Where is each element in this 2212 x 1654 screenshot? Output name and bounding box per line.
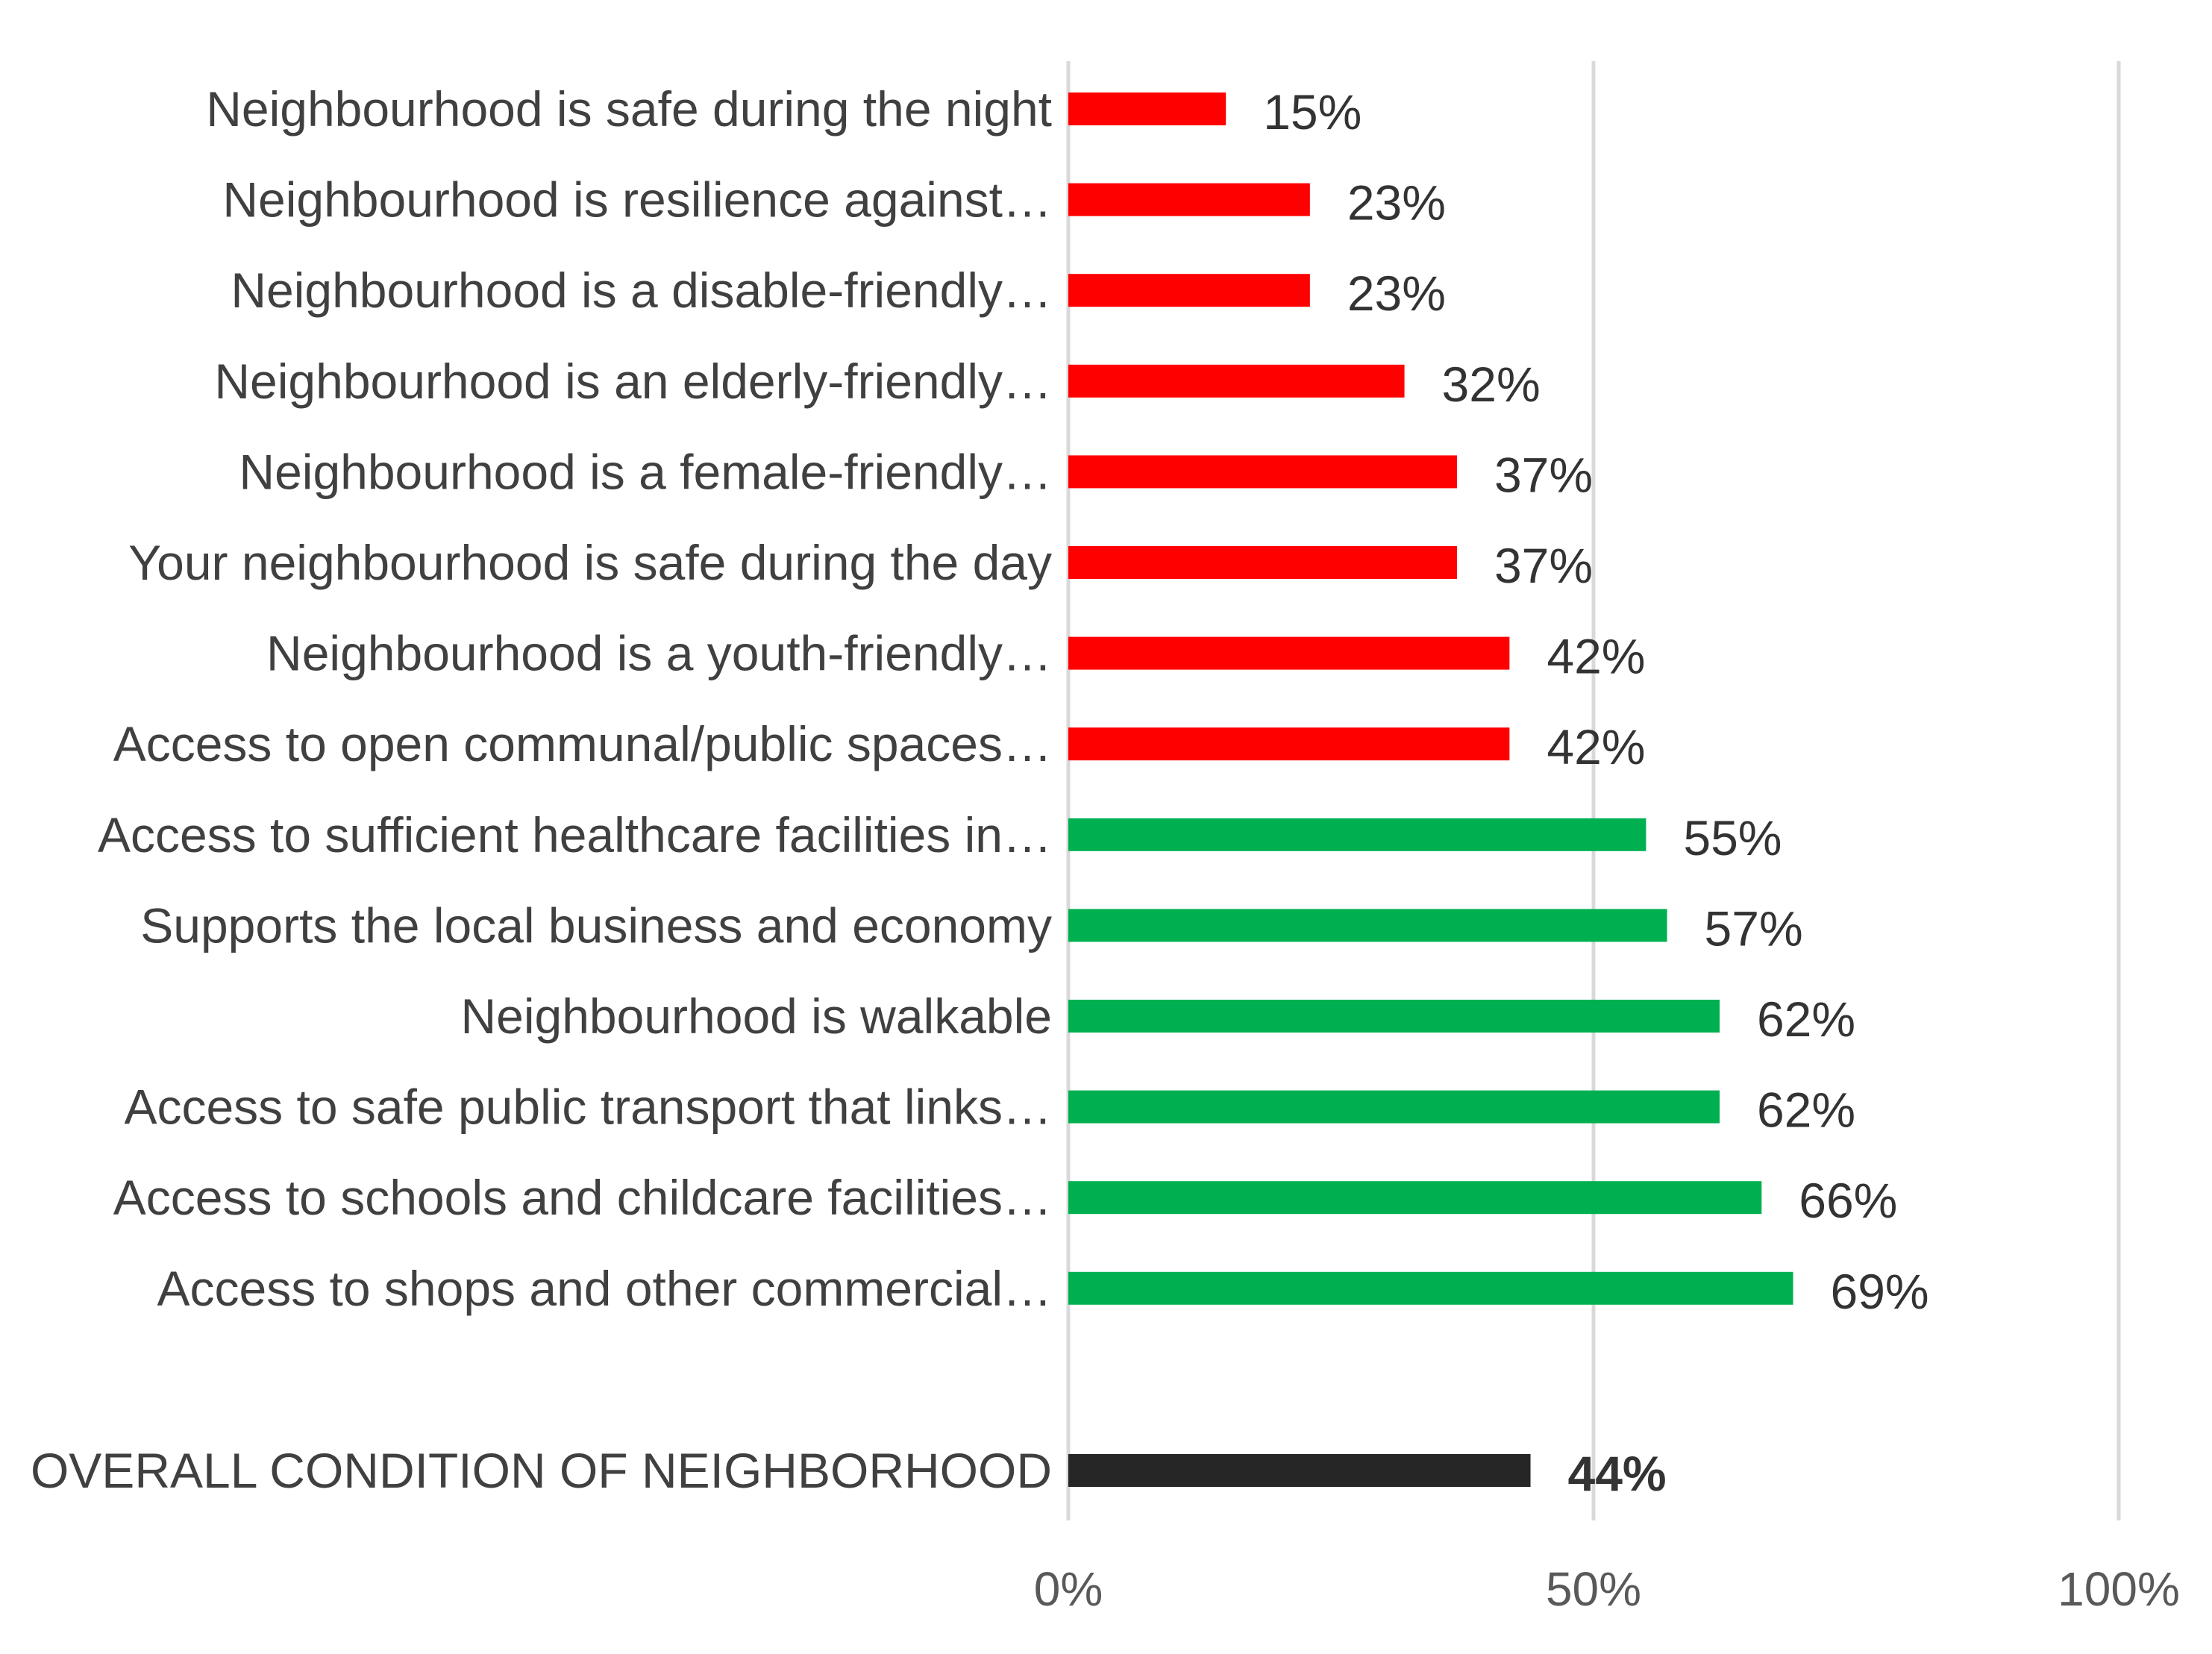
value-label: 66% bbox=[1799, 1173, 1897, 1228]
value-label: 23% bbox=[1347, 175, 1446, 231]
bar bbox=[1068, 1271, 1793, 1305]
bar bbox=[1068, 1454, 1531, 1487]
category-label: Supports the local business and economy bbox=[140, 898, 1052, 953]
bar bbox=[1068, 636, 1510, 670]
bar bbox=[1068, 274, 1310, 307]
category-label: Access to shops and other commercial… bbox=[157, 1261, 1052, 1316]
value-label: 44% bbox=[1568, 1446, 1667, 1501]
category-label: Access to open communal/public spaces… bbox=[113, 716, 1052, 771]
category-label: Neighbourhood is a youth-friendly… bbox=[266, 626, 1052, 681]
value-label: 32% bbox=[1442, 357, 1541, 412]
value-label: 37% bbox=[1494, 447, 1593, 502]
category-label: Neighbourhood is safe during the night bbox=[206, 81, 1052, 137]
category-label: OVERALL CONDITION OF NEIGHBORHOOD bbox=[31, 1443, 1052, 1498]
category-label: Neighbourhood is a female-friendly… bbox=[239, 444, 1052, 499]
category-label: Neighbourhood is an elderly-friendly… bbox=[214, 354, 1052, 409]
value-label: 42% bbox=[1547, 719, 1645, 774]
x-tick-label: 0% bbox=[1034, 1562, 1103, 1616]
bar bbox=[1068, 546, 1457, 579]
category-label: Neighbourhood is walkable bbox=[460, 989, 1052, 1044]
category-label: Access to safe public transport that lin… bbox=[124, 1080, 1052, 1135]
x-tick-label: 100% bbox=[2058, 1562, 2180, 1616]
value-label: 57% bbox=[1705, 900, 1803, 956]
value-label: 62% bbox=[1757, 992, 1855, 1047]
bar bbox=[1068, 1181, 1762, 1215]
bar bbox=[1068, 455, 1457, 489]
value-label: 23% bbox=[1347, 266, 1446, 321]
bar bbox=[1068, 909, 1667, 942]
bar bbox=[1068, 1090, 1720, 1124]
category-label: Your neighbourhood is safe during the da… bbox=[128, 535, 1052, 590]
category-label: Neighbourhood is a disable-friendly… bbox=[231, 263, 1052, 318]
value-label: 69% bbox=[1831, 1264, 1929, 1319]
value-label: 42% bbox=[1547, 629, 1645, 684]
bar bbox=[1068, 364, 1405, 398]
value-label: 37% bbox=[1494, 538, 1593, 593]
bar bbox=[1068, 1000, 1720, 1033]
bar bbox=[1068, 93, 1226, 125]
value-label: 55% bbox=[1683, 810, 1782, 865]
bars bbox=[1068, 93, 1793, 1487]
bar bbox=[1068, 818, 1647, 851]
category-label: Access to schools and childcare faciliti… bbox=[113, 1170, 1052, 1225]
x-tick-label: 50% bbox=[1546, 1562, 1641, 1616]
bar bbox=[1068, 183, 1310, 216]
bar bbox=[1068, 727, 1510, 761]
category-label: Neighbourhood is resilience against… bbox=[222, 172, 1052, 228]
value-label: 62% bbox=[1757, 1083, 1855, 1138]
value-label: 15% bbox=[1263, 84, 1362, 140]
category-label: Access to sufficient healthcare faciliti… bbox=[98, 807, 1052, 862]
labels: 0% 50% 100% Neighbourhood is safe during th… bbox=[31, 81, 2180, 1616]
